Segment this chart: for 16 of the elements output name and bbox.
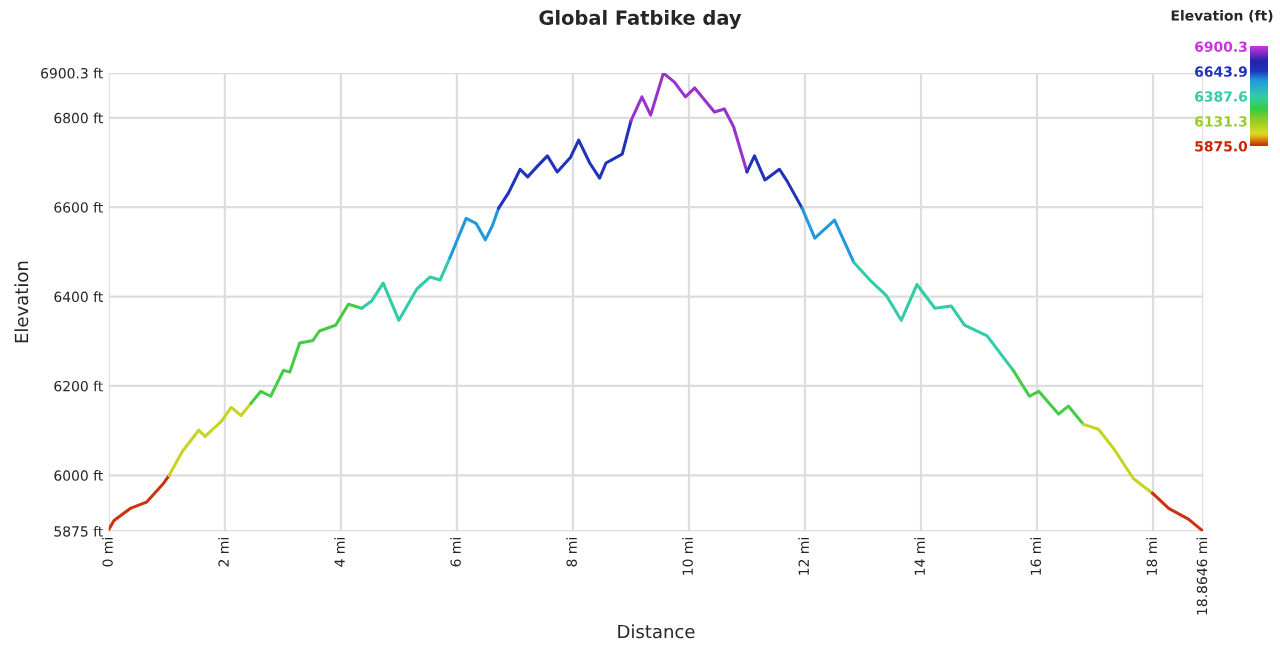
line-series: [497, 119, 633, 210]
line-series: [360, 256, 452, 322]
line-series: [745, 154, 804, 210]
line-series: [1150, 491, 1204, 532]
line-series: [852, 260, 1015, 372]
y-axis-title: Elevation: [14, 261, 29, 343]
line-series: [108, 473, 171, 531]
x-axis-title: Distance: [618, 624, 695, 639]
line-series: [249, 302, 364, 405]
line-series: [167, 401, 253, 477]
line-series: [448, 206, 501, 260]
line-series: [629, 73, 749, 174]
chart-title: Global Fatbike day: [539, 9, 742, 29]
line-series: [1011, 368, 1085, 426]
line-series: [1081, 422, 1154, 495]
line-series: [800, 206, 856, 264]
